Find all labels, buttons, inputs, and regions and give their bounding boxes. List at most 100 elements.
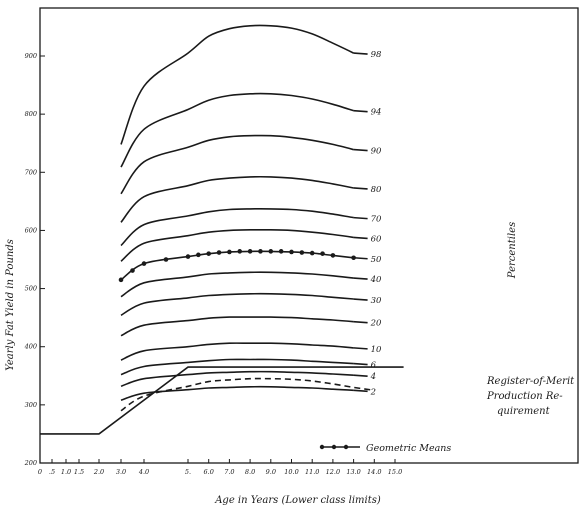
geometric-mean-point (206, 251, 211, 256)
percentile-label: 90 (371, 147, 382, 157)
percentile-leader (353, 374, 368, 378)
x-tick-label: .5 (49, 468, 55, 476)
percentile-leader (353, 216, 368, 220)
y-tick-label: 700 (25, 168, 37, 176)
geometric-mean-point (268, 249, 274, 254)
x-tick-label: 2.0 (93, 468, 104, 476)
axis-frame (39, 7, 579, 464)
percentile-curve (120, 229, 354, 262)
geometric-mean-point (330, 253, 336, 258)
percentile-curve (120, 175, 354, 223)
geometric-mean-point (289, 249, 294, 255)
y-tick-label: 400 (24, 343, 37, 351)
geometric-mean-point (299, 250, 305, 255)
percentile-label: 80 (371, 185, 382, 195)
percentile-curve (120, 271, 354, 298)
percentiles-axis-label: Percentiles (507, 222, 518, 279)
percentile-label: 40 (370, 275, 382, 285)
geometric-mean-point (258, 249, 263, 254)
y-axis-ticks: 200 300 400 500 600 700 800 900 (24, 52, 45, 467)
percentile-label: 60 (371, 234, 382, 244)
percentile-leader (353, 256, 368, 260)
percentile-leader (353, 236, 368, 240)
annotation-line-2: Production Re- (486, 391, 563, 402)
percentile-curve (120, 292, 354, 317)
percentile-curve (120, 342, 354, 361)
extra-lines (40, 366, 404, 435)
geometric-mean-point (227, 249, 232, 255)
geometric-mean-point (237, 249, 243, 254)
percentile-label: 30 (371, 296, 382, 306)
percentile-leader (353, 320, 368, 324)
geometric-mean-point (320, 251, 325, 256)
geometric-mean-point (247, 249, 253, 254)
x-tick-label: 0 (38, 468, 42, 476)
x-tick-label: 14.0 (367, 468, 381, 476)
percentile-leader (353, 148, 368, 152)
annotation-line-3: quirement (497, 406, 551, 417)
percentile-curve (120, 358, 354, 376)
percentile-curve (120, 134, 354, 195)
y-tick-label: 600 (25, 226, 37, 234)
geometric-mean-point (216, 250, 222, 255)
legend-label: Geometric Means (366, 443, 451, 454)
y-tick-label: 800 (25, 110, 37, 118)
x-tick-label: 10.0 (284, 468, 298, 476)
x-axis-ticks: 0 .5 1.0 1.5 2.0 3.0 4.0 5. 6.0 7.0 8.0 9.0 10.0 11.0… (38, 459, 402, 476)
geometric-means-series (118, 249, 356, 283)
percentile-label: 20 (370, 319, 382, 329)
annotation-line-1: Register-of-Merit (486, 376, 575, 387)
percentile-label: 98 (371, 50, 382, 60)
x-tick-label: 8.0 (245, 468, 255, 476)
register-of-merit-line (40, 366, 404, 435)
geometric-mean-point (351, 255, 356, 261)
geometric-mean-point (185, 254, 191, 259)
percentile-curve (120, 92, 354, 168)
geometric-mean-point (278, 249, 284, 254)
x-tick-label: 1.5 (74, 468, 84, 476)
percentile-labels: 98 94 90 80 70 60 50 40 30 20 10 64 2 (370, 50, 382, 397)
y-tick-label: 200 (24, 459, 37, 467)
percentile-curve (120, 24, 354, 145)
geometric-mean-point (196, 252, 201, 258)
percentile-label: 6 (371, 361, 377, 371)
percentile-leader (353, 362, 368, 366)
percentile-label: 94 (371, 108, 382, 118)
percentile-leader (353, 52, 368, 55)
y-axis-label: Yearly Fat Yield in Pounds (5, 239, 16, 371)
geometric-mean-point (309, 250, 315, 256)
percentile-leader (353, 277, 368, 280)
x-tick-label: 7.0 (224, 468, 234, 476)
percentile-curve (120, 250, 354, 281)
x-tick-label: 6.0 (204, 468, 214, 476)
register-of-merit-annotation: Register-of-Merit Production Re- quireme… (486, 376, 575, 417)
x-tick-label: 12.0 (326, 468, 340, 476)
geometric-mean-point (130, 268, 135, 273)
percentile-label: 70 (371, 215, 382, 225)
percentile-leader (353, 298, 368, 301)
geometric-mean-point (163, 257, 169, 262)
percentile-leader (353, 347, 368, 350)
x-tick-label: 1.0 (61, 468, 71, 476)
plot-frame (39, 7, 579, 464)
legend-marker (319, 444, 325, 450)
y-tick-label: 500 (25, 285, 37, 293)
legend-marker (343, 444, 349, 450)
x-tick-label: 15.0 (388, 468, 402, 476)
geometric-mean-point (118, 277, 124, 283)
percentile-curve (120, 208, 354, 247)
legend-marker (331, 444, 337, 450)
x-tick-label: 9.0 (266, 468, 276, 476)
percentile-leader (353, 109, 368, 113)
x-tick-label: 3.0 (116, 468, 126, 476)
legend: Geometric Means (319, 443, 451, 454)
x-tick-label: 11.0 (305, 468, 319, 476)
percentile-leader (353, 389, 368, 393)
percentile-label: 50 (371, 255, 382, 265)
y-tick-label: 900 (25, 52, 37, 60)
production-requirement-dashed-curve (120, 377, 375, 412)
x-tick-label: 4.0 (138, 468, 149, 476)
percentile-curves (120, 24, 368, 401)
percentile-label: 2 (370, 387, 376, 397)
